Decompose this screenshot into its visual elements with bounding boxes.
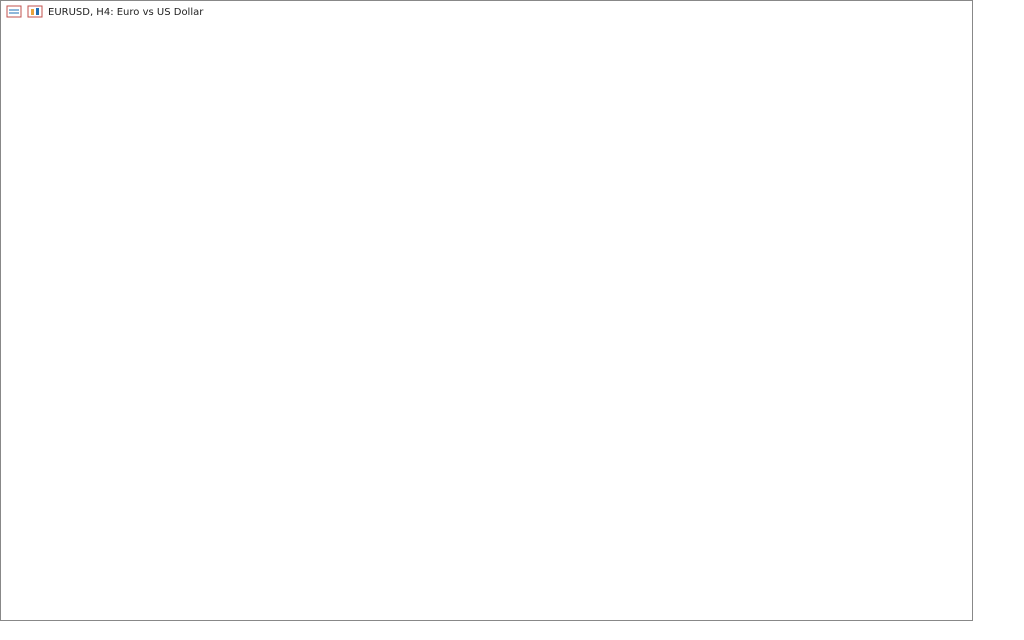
toolbar-icons: [6, 5, 43, 18]
icon: [27, 5, 43, 18]
plot-frame: [0, 0, 973, 621]
icon: [6, 5, 22, 18]
chart-title: EURUSD, H4: Euro vs US Dollar: [48, 7, 204, 18]
icon: [36, 8, 39, 15]
icon: [31, 9, 34, 15]
